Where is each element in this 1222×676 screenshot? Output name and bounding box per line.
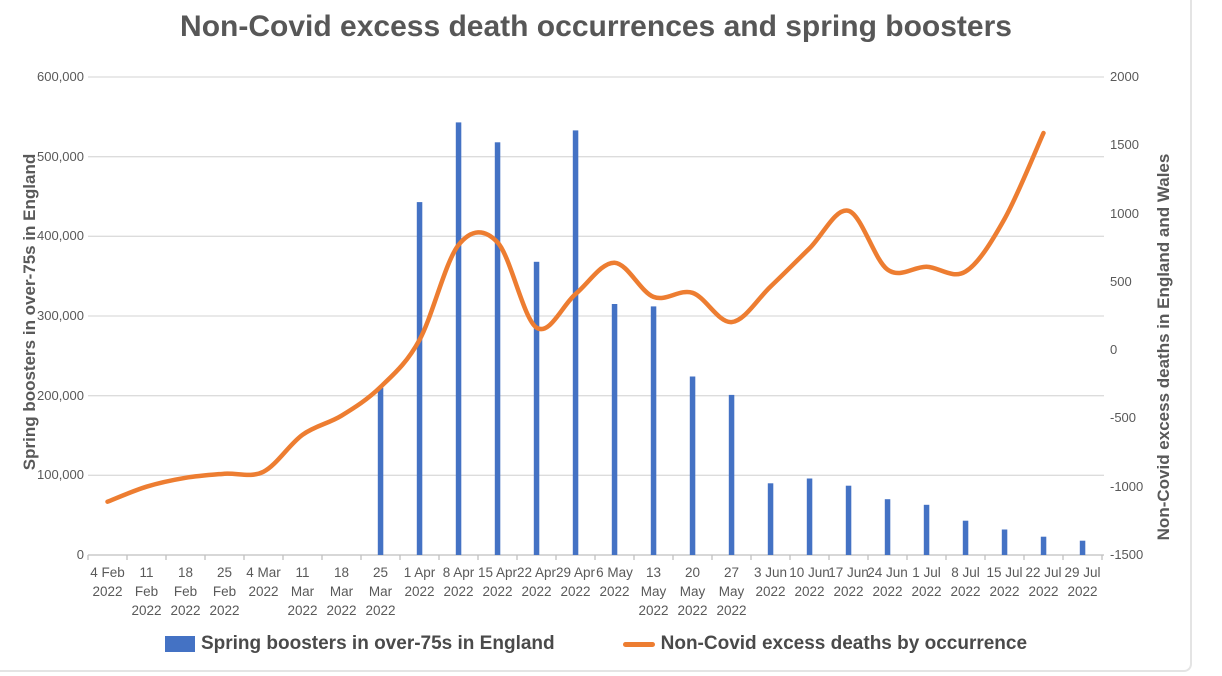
- right-axis-tick-label: 1500: [1110, 137, 1139, 153]
- left-axis-tick-label: 200,000: [37, 387, 84, 403]
- x-axis-tick-label: 17 Jun 2022: [828, 565, 869, 599]
- x-axis-tick-label: 29 Apr 2022: [555, 565, 596, 599]
- x-axis: [87, 554, 1104, 560]
- x-axis-tick-label: 22 Jul 2022: [1025, 565, 1062, 599]
- bar: [845, 485, 852, 555]
- x-axis-tick-label: 27 May 2022: [716, 565, 747, 618]
- chart-window: Non-Covid excess death occurrences and s…: [0, 0, 1192, 672]
- right-axis-title: Non-Covid excess deaths in England and W…: [1154, 153, 1173, 541]
- x-axis-tick-label: 11 Mar 2022: [287, 565, 318, 618]
- right-axis-tick-label: -1000: [1110, 478, 1144, 494]
- bar: [377, 387, 384, 555]
- x-axis-tick-label: 3 Jun 2022: [753, 565, 788, 599]
- x-axis-tick-label: 13 May 2022: [638, 565, 669, 618]
- bar: [728, 394, 735, 555]
- bar: [806, 478, 813, 555]
- bar: [689, 376, 696, 555]
- x-axis-tick-label: 18 Mar 2022: [326, 565, 357, 618]
- line-series: [105, 130, 1046, 504]
- x-axis-tick-label: 8 Apr 2022: [442, 565, 475, 599]
- legend-label-excess-deaths: Non-Covid excess deaths by occurrence: [660, 633, 1028, 654]
- bar: [884, 499, 891, 555]
- x-axis-tick-label: 24 Jun 2022: [867, 565, 908, 599]
- right-axis-tick-label: -1500: [1110, 547, 1144, 562]
- left-axis-tick-label: 100,000: [37, 467, 84, 483]
- line-series-swatch-icon: [622, 641, 655, 647]
- left-axis-tick-label: 500,000: [37, 148, 84, 164]
- bar-series: [377, 122, 1086, 556]
- x-axis-tick-label: 11 Feb 2022: [131, 565, 162, 618]
- x-axis-tick-label: 18 Feb 2022: [170, 565, 201, 618]
- bar: [1079, 540, 1086, 555]
- x-axis-tick-label: 4 Feb 2022: [90, 565, 125, 599]
- x-axis-tick-label: 20 May 2022: [677, 565, 708, 618]
- left-axis-tick-label: 0: [76, 547, 84, 562]
- bar: [767, 483, 774, 555]
- legend: Spring boosters in over-75s in England N…: [0, 633, 1192, 655]
- bar-series-swatch-icon: [164, 636, 195, 652]
- bar: [962, 520, 969, 555]
- x-axis-tick-label: 25 Mar 2022: [365, 565, 396, 618]
- bar: [923, 504, 930, 555]
- chart-title: Non-Covid excess death occurrences and s…: [180, 10, 1012, 43]
- right-axis-tick-label: 0: [1110, 342, 1118, 358]
- x-axis-tick-label: 29 Jul 2022: [1064, 565, 1101, 599]
- right-axis-tick-label: 1000: [1110, 205, 1139, 221]
- x-axis-tick-label: 15 Apr 2022: [477, 565, 518, 599]
- x-axis-tick-label: 25 Feb 2022: [209, 565, 240, 618]
- x-axis-tick-label: 6 May 2022: [596, 565, 633, 599]
- left-axis-title: Spring boosters in over-75s in England: [20, 153, 39, 471]
- bar: [611, 304, 618, 555]
- bar: [1001, 529, 1008, 555]
- gridlines: [88, 76, 1104, 476]
- x-axis-tick-label: 22 Apr 2022: [516, 565, 557, 599]
- x-axis-tick-label: 8 Jul 2022: [950, 565, 981, 599]
- bar: [416, 202, 423, 555]
- left-axis-tick-label: 400,000: [37, 228, 84, 244]
- bar: [494, 142, 501, 556]
- bar: [572, 130, 579, 555]
- x-axis-tick-label: 1 Apr 2022: [403, 565, 436, 599]
- bar: [455, 122, 462, 556]
- right-axis-tick-label: 500: [1110, 273, 1132, 289]
- x-axis-tick-label: 4 Mar 2022: [246, 565, 281, 599]
- right-axis-tick-label: -500: [1110, 410, 1137, 426]
- bar: [533, 261, 540, 555]
- legend-item-spring-boosters: Spring boosters in over-75s in England: [164, 633, 555, 655]
- x-axis-tick-label: 15 Jul 2022: [986, 565, 1023, 599]
- x-axis-tick-label: 1 Jul 2022: [911, 565, 942, 599]
- bar: [1040, 536, 1047, 555]
- legend-label-spring-boosters: Spring boosters in over-75s in England: [200, 633, 555, 654]
- legend-item-excess-deaths: Non-Covid excess deaths by occurrence: [622, 633, 1028, 655]
- left-axis-tick-label: 300,000: [37, 308, 84, 323]
- right-axis-tick-label: 2000: [1110, 69, 1139, 84]
- left-axis-tick-label: 600,000: [37, 69, 84, 84]
- bar: [650, 306, 657, 555]
- x-axis-tick-label: 10 Jun 2022: [789, 565, 830, 599]
